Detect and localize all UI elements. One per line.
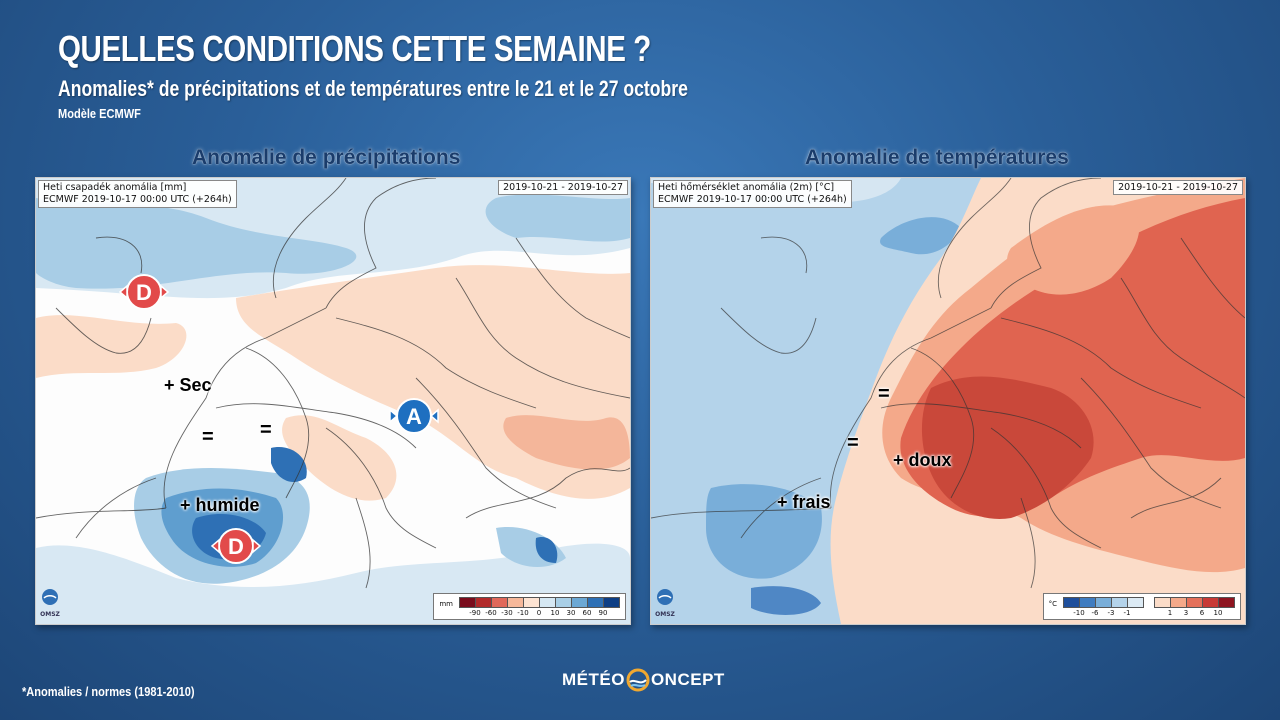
precip-legend-swatch (604, 597, 620, 608)
precip-legend-swatch (572, 597, 588, 608)
temp-map-image (651, 178, 1245, 624)
temp-legend-warm-label: 10 (1213, 609, 1223, 617)
precip-legend-swatch (540, 597, 556, 608)
logo-text-right: ONCEPT (650, 670, 725, 689)
precip-legend-swatch (556, 597, 572, 608)
temp-legend-unit: °C (1048, 600, 1057, 608)
precip-panel-title: Anomalie de précipitations (192, 146, 461, 169)
precip-legend-label: 10 (550, 609, 560, 617)
precip-legend-swatches (459, 597, 620, 608)
temp-legend-cold-label: -6 (1091, 609, 1099, 617)
precip-legend-swatch (508, 597, 524, 608)
page-subtitle: Anomalies* de précipitations et de tempé… (58, 76, 688, 101)
precip-map-info: Heti csapadék anomália [mm] ECMWF 2019-1… (38, 180, 237, 208)
temp-legend-cold-swatch (1063, 597, 1080, 608)
temp-legend-cold-label: -3 (1107, 609, 1115, 617)
low-pressure-symbol-mediterranean: D (210, 528, 262, 564)
sun-wave-logo-icon (626, 668, 650, 692)
annotation-humide: + humide (180, 495, 260, 515)
precip-legend-swatch (492, 597, 508, 608)
precip-legend-label: 30 (566, 609, 576, 617)
precip-legend: mm -90 -60 -30 -10 0 10 30 60 90 (433, 593, 626, 620)
temp-legend-warm-swatch (1203, 597, 1219, 608)
temp-legend-cold-labels: -10 -6 -3 -1 (1063, 609, 1144, 617)
annotation-equal: = (878, 383, 890, 405)
precip-map-dates: 2019-10-21 - 2019-10-27 (498, 180, 628, 195)
temp-info-line1: Heti hőmérséklet anomália (2m) [°C] (658, 182, 835, 193)
temp-legend-cold-swatch (1096, 597, 1112, 608)
precip-legend-label: 0 (536, 609, 542, 617)
temp-legend-warm-label: 6 (1199, 609, 1205, 617)
temp-legend-warm-label: 1 (1167, 609, 1173, 617)
temp-legend-warm-labels: 1 3 6 10 (1154, 609, 1235, 617)
temp-legend-warm-swatch (1187, 597, 1203, 608)
precip-info-line2: ECMWF 2019-10-17 00:00 UTC (+264h) (43, 194, 232, 205)
annotation-sec: + Sec (164, 375, 212, 395)
temp-legend-cold-label: -1 (1123, 609, 1131, 617)
low-pressure-letter: D (136, 280, 152, 305)
footnote: *Anomalies / normes (1981-2010) (22, 684, 195, 699)
logo-text-left: MÉTÉO (562, 670, 625, 689)
annotation-equal: = (847, 432, 859, 454)
precip-legend-swatch (524, 597, 540, 608)
low-pressure-letter: D (228, 534, 244, 559)
omsz-logo-icon (657, 589, 673, 605)
low-pressure-symbol-atlantic: D (118, 274, 170, 310)
temp-legend-warm-swatch (1171, 597, 1187, 608)
precip-anomaly-map: Heti csapadék anomália [mm] ECMWF 2019-1… (35, 177, 631, 625)
high-pressure-symbol: A (389, 398, 439, 434)
annotation-doux: + doux (893, 450, 952, 470)
page-title: QUELLES CONDITIONS CETTE SEMAINE ? (58, 28, 651, 69)
precip-legend-label: 90 (598, 609, 608, 617)
precip-legend-label: -10 (517, 609, 529, 617)
precip-map-image (36, 178, 630, 624)
temp-info-line2: ECMWF 2019-10-17 00:00 UTC (+264h) (658, 194, 847, 205)
temp-legend-warm-label: 3 (1183, 609, 1189, 617)
meteo-concept-logo: MÉTÉO ONCEPT (562, 668, 725, 692)
temp-legend-cold-swatch (1080, 597, 1096, 608)
precip-legend-unit: mm (439, 600, 453, 608)
temp-legend: °C -10 -6 -3 -1 1 3 6 10 (1042, 593, 1241, 620)
model-label: Modèle ECMWF (58, 106, 141, 121)
temp-legend-warm-swatches (1154, 597, 1235, 608)
precip-legend-swatch (459, 597, 476, 608)
temp-anomaly-map: Heti hőmérséklet anomália (2m) [°C] ECMW… (650, 177, 1246, 625)
annotation-frais: + frais (777, 492, 831, 512)
high-pressure-letter: A (406, 404, 422, 429)
temp-legend-warm-swatch (1154, 597, 1171, 608)
temp-panel-title: Anomalie de températures (805, 146, 1069, 169)
precip-legend-label: 60 (582, 609, 592, 617)
temp-map-dates: 2019-10-21 - 2019-10-27 (1113, 180, 1243, 195)
annotation-equal: = (260, 419, 272, 441)
precip-legend-label: -60 (485, 609, 497, 617)
temp-legend-cold-swatch (1128, 597, 1144, 608)
omsz-logo-icon (42, 589, 58, 605)
precip-legend-swatch (588, 597, 604, 608)
precip-legend-swatch (476, 597, 492, 608)
temp-legend-cold-swatch (1112, 597, 1128, 608)
omsz-label: OMSZ (40, 611, 60, 618)
omsz-logo: OMSZ (655, 588, 675, 618)
temp-legend-cold-swatches (1063, 597, 1144, 608)
precip-info-line1: Heti csapadék anomália [mm] (43, 182, 187, 193)
temp-legend-cold-label: -10 (1073, 609, 1085, 617)
annotation-equal: = (202, 426, 214, 448)
precip-legend-label: -30 (501, 609, 513, 617)
precip-legend-label: -90 (469, 609, 481, 617)
precip-legend-labels: -90 -60 -30 -10 0 10 30 60 90 (459, 609, 620, 617)
omsz-label: OMSZ (655, 611, 675, 618)
temp-map-info: Heti hőmérséklet anomália (2m) [°C] ECMW… (653, 180, 852, 208)
omsz-logo: OMSZ (40, 588, 60, 618)
temp-legend-warm-swatch (1219, 597, 1235, 608)
